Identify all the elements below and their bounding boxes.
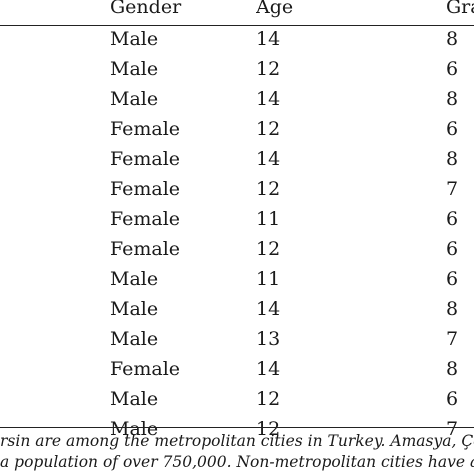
cell-grade: 6 <box>446 58 459 80</box>
cell-blank <box>0 84 110 114</box>
cell-age: 13 <box>256 328 281 350</box>
cell-gender: Male <box>110 268 159 290</box>
header-rule <box>0 25 474 26</box>
footnote-line-1: rsin are among the metropolitan cities i… <box>0 432 474 450</box>
cell-grade: 6 <box>446 388 459 410</box>
table-row: Male 11 6 <box>0 264 474 294</box>
header-age: Age <box>256 0 294 18</box>
cell-blank <box>0 354 110 384</box>
header-grade: Gra <box>446 0 474 18</box>
cell-gender: Male <box>110 388 159 410</box>
cell-gender: Female <box>110 178 181 200</box>
table-row: Male 12 7 <box>0 414 474 444</box>
cell-grade: 7 <box>446 328 459 350</box>
table-row: Female 11 6 <box>0 204 474 234</box>
cell-grade: 6 <box>446 208 459 230</box>
table-row: Female 12 7 <box>0 174 474 204</box>
cell-age: 12 <box>256 58 281 80</box>
cell-gender: Female <box>110 148 181 170</box>
cell-age: 11 <box>256 268 281 290</box>
table-row: Male 14 8 <box>0 84 474 114</box>
cell-blank <box>0 204 110 234</box>
cell-age: 14 <box>256 148 281 170</box>
cell-blank <box>0 324 110 354</box>
cell-age: 14 <box>256 358 281 380</box>
cell-gender: Male <box>110 58 159 80</box>
cell-gender: Male <box>110 298 159 320</box>
cell-age: 12 <box>256 388 281 410</box>
table-row: Male 14 8 <box>0 22 474 54</box>
cell-age: 12 <box>256 178 281 200</box>
header-blank <box>0 0 110 18</box>
table-header-row: Gender Age Gra <box>0 0 474 22</box>
cell-age: 14 <box>256 298 281 320</box>
cell-blank <box>0 384 110 414</box>
cell-grade: 7 <box>446 178 459 200</box>
cell-grade: 8 <box>446 298 459 320</box>
table-row: Male 12 6 <box>0 54 474 84</box>
cell-blank <box>0 264 110 294</box>
cell-grade: 8 <box>446 88 459 110</box>
table-row: Male 12 6 <box>0 384 474 414</box>
cell-age: 12 <box>256 238 281 260</box>
cell-grade: 8 <box>446 358 459 380</box>
cell-gender: Male <box>110 28 159 50</box>
cell-blank <box>0 294 110 324</box>
cell-blank <box>0 144 110 174</box>
cell-age: 12 <box>256 418 281 440</box>
cell-gender: Female <box>110 238 181 260</box>
cell-grade: 6 <box>446 238 459 260</box>
cell-age: 12 <box>256 118 281 140</box>
table-row: Female 12 6 <box>0 114 474 144</box>
table-row: Female 14 8 <box>0 144 474 174</box>
cell-age: 14 <box>256 88 281 110</box>
table-row: Female 12 6 <box>0 234 474 264</box>
cell-gender: Female <box>110 358 181 380</box>
cell-gender: Male <box>110 88 159 110</box>
participants-table-grid: Gender Age Gra Male 14 8 Male 12 6 Male … <box>0 0 474 444</box>
cell-grade: 8 <box>446 28 459 50</box>
table-row: Female 14 8 <box>0 354 474 384</box>
cell-gender: Male <box>110 418 159 440</box>
cell-blank <box>0 234 110 264</box>
cell-blank <box>0 22 110 54</box>
cell-grade: 7 <box>446 418 459 440</box>
cell-gender: Female <box>110 208 181 230</box>
header-gender: Gender <box>110 0 182 18</box>
cell-gender: Female <box>110 118 181 140</box>
cell-blank <box>0 114 110 144</box>
cell-blank <box>0 174 110 204</box>
cell-grade: 6 <box>446 268 459 290</box>
cell-blank <box>0 54 110 84</box>
cell-age: 14 <box>256 28 281 50</box>
cell-age: 11 <box>256 208 281 230</box>
table-row: Male 13 7 <box>0 324 474 354</box>
cell-grade: 6 <box>446 118 459 140</box>
cell-grade: 8 <box>446 148 459 170</box>
table-row: Male 14 8 <box>0 294 474 324</box>
bottom-rule <box>0 427 474 428</box>
cell-gender: Male <box>110 328 159 350</box>
participants-table: Gender Age Gra Male 14 8 Male 12 6 Male … <box>0 0 474 444</box>
footnote-line-2: a population of over 750,000. Non-metrop… <box>0 453 474 471</box>
